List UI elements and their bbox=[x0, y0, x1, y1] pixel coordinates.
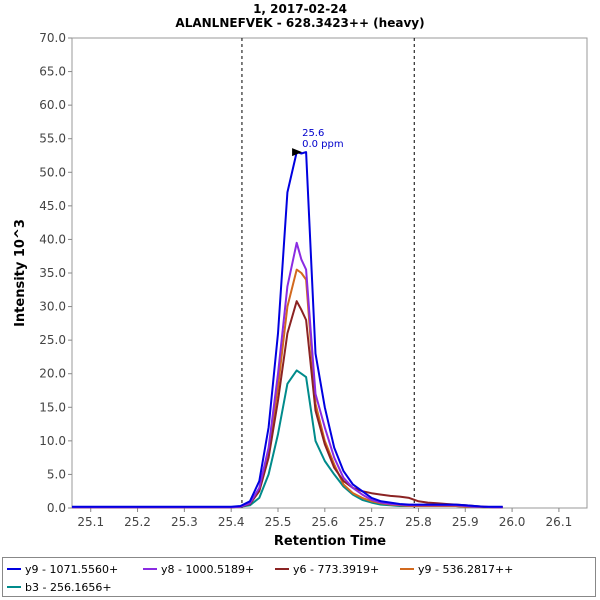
legend-label: y8 - 1000.5189+ bbox=[161, 562, 255, 576]
legend-swatch bbox=[143, 568, 157, 570]
x-tick-label: 25.2 bbox=[124, 515, 151, 529]
legend-item: b3 - 256.1656+ bbox=[7, 578, 112, 596]
y-axis-title: Intensity 10^3 bbox=[13, 219, 28, 327]
legend-swatch bbox=[275, 568, 289, 570]
x-tick-label: 25.1 bbox=[77, 515, 104, 529]
chart-subtitle: ALANLNEFVEK - 628.3423++ (heavy) bbox=[175, 16, 424, 30]
x-axis-title: Retention Time bbox=[274, 534, 386, 549]
peak-ppm-label: 0.0 ppm bbox=[302, 139, 344, 150]
y-tick-label: 40.0 bbox=[39, 232, 66, 246]
y-tick-label: 60.0 bbox=[39, 98, 66, 112]
y-tick-label: 45.0 bbox=[39, 199, 66, 213]
legend-swatch bbox=[400, 568, 414, 570]
legend-label: b3 - 256.1656+ bbox=[25, 580, 112, 594]
peak-rt-label: 25.6 bbox=[302, 128, 324, 139]
legend-label: y9 - 1071.5560+ bbox=[25, 562, 119, 576]
x-tick-label: 26.1 bbox=[546, 515, 573, 529]
y-tick-label: 50.0 bbox=[39, 165, 66, 179]
legend: y9 - 1071.5560+ y8 - 1000.5189+ y6 - 773… bbox=[2, 557, 596, 597]
chart-title: 1, 2017-02-24 bbox=[253, 2, 347, 16]
x-tick-label: 25.9 bbox=[452, 515, 479, 529]
x-tick-label: 25.4 bbox=[218, 515, 245, 529]
y-tick-label: 10.0 bbox=[39, 434, 66, 448]
legend-swatch bbox=[7, 568, 21, 570]
x-tick-label: 25.5 bbox=[265, 515, 292, 529]
y-tick-label: 15.0 bbox=[39, 400, 66, 414]
legend-item: y9 - 1071.5560+ bbox=[7, 560, 118, 578]
y-tick-label: 20.0 bbox=[39, 367, 66, 381]
y-tick-label: 30.0 bbox=[39, 300, 66, 314]
y-axis: 0.0 5.0 10.0 15.0 20.0 25.0 30.0 35.0 40.0 45.0 50… bbox=[39, 31, 72, 515]
x-tick-label: 25.8 bbox=[405, 515, 432, 529]
x-axis: 25.1 25.2 25.3 25.4 25.5 25.6 25.7 25.8 25.9 26.0… bbox=[77, 508, 572, 529]
x-tick-label: 25.7 bbox=[358, 515, 385, 529]
legend-label: y6 - 773.3919+ bbox=[293, 562, 380, 576]
peak-annotation: 25.6 0.0 ppm bbox=[292, 128, 344, 157]
peak-boundaries bbox=[241, 38, 415, 508]
legend-label: y9 - 536.2817++ bbox=[418, 562, 514, 576]
y-tick-label: 25.0 bbox=[39, 333, 66, 347]
peak-marker-icon bbox=[292, 148, 303, 157]
legend-item: y8 - 1000.5189+ bbox=[143, 560, 254, 578]
series-lines bbox=[72, 151, 503, 509]
y-tick-label: 65.0 bbox=[39, 65, 66, 79]
series-line bbox=[72, 151, 503, 508]
x-tick-label: 26.0 bbox=[499, 515, 526, 529]
x-tick-label: 25.3 bbox=[171, 515, 198, 529]
y-tick-label: 5.0 bbox=[47, 467, 66, 481]
y-tick-label: 55.0 bbox=[39, 132, 66, 146]
y-tick-label: 70.0 bbox=[39, 31, 66, 45]
plot-area bbox=[71, 37, 588, 509]
legend-item: y6 - 773.3919+ bbox=[275, 560, 379, 578]
y-tick-label: 0.0 bbox=[47, 501, 66, 515]
legend-swatch bbox=[7, 586, 21, 588]
x-tick-label: 25.6 bbox=[311, 515, 338, 529]
legend-item: y9 - 536.2817++ bbox=[400, 560, 513, 578]
y-tick-label: 35.0 bbox=[39, 266, 66, 280]
chromatogram-chart: 1, 2017-02-24 ALANLNEFVEK - 628.3423++ (… bbox=[13, 2, 588, 549]
